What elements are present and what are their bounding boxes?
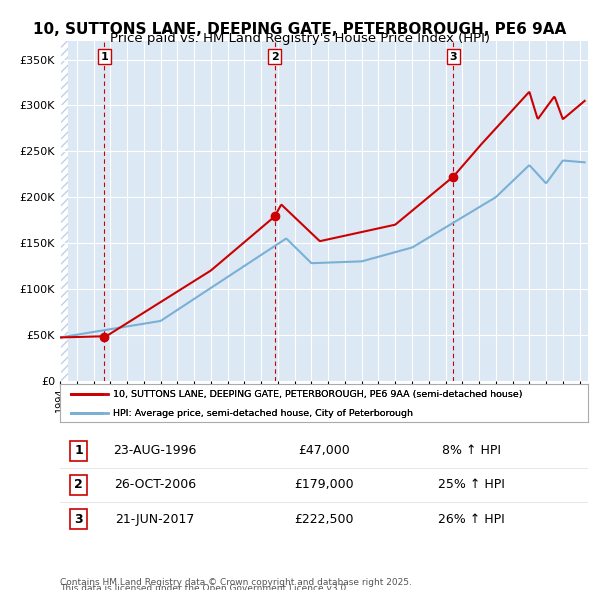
Text: 2: 2 xyxy=(74,478,83,491)
Text: 26% ↑ HPI: 26% ↑ HPI xyxy=(439,513,505,526)
Text: 1: 1 xyxy=(74,444,83,457)
Text: 10, SUTTONS LANE, DEEPING GATE, PETERBOROUGH, PE6 9AA: 10, SUTTONS LANE, DEEPING GATE, PETERBOR… xyxy=(34,22,566,37)
Text: Price paid vs. HM Land Registry's House Price Index (HPI): Price paid vs. HM Land Registry's House … xyxy=(110,32,490,45)
Text: 3: 3 xyxy=(74,513,83,526)
Text: HPI: Average price, semi-detached house, City of Peterborough: HPI: Average price, semi-detached house,… xyxy=(113,409,413,418)
Text: Contains HM Land Registry data © Crown copyright and database right 2025.: Contains HM Land Registry data © Crown c… xyxy=(60,578,412,587)
Text: This data is licensed under the Open Government Licence v3.0.: This data is licensed under the Open Gov… xyxy=(60,584,349,590)
Text: HPI: Average price, semi-detached house, City of Peterborough: HPI: Average price, semi-detached house,… xyxy=(113,409,413,418)
Text: 10, SUTTONS LANE, DEEPING GATE, PETERBOROUGH, PE6 9AA (semi-detached house): 10, SUTTONS LANE, DEEPING GATE, PETERBOR… xyxy=(113,390,522,399)
Text: £179,000: £179,000 xyxy=(294,478,354,491)
Text: 23-AUG-1996: 23-AUG-1996 xyxy=(113,444,197,457)
Text: 8% ↑ HPI: 8% ↑ HPI xyxy=(442,444,502,457)
Text: 21-JUN-2017: 21-JUN-2017 xyxy=(115,513,195,526)
Text: £222,500: £222,500 xyxy=(294,513,354,526)
Text: £47,000: £47,000 xyxy=(298,444,350,457)
Text: 3: 3 xyxy=(449,51,457,61)
Text: 10, SUTTONS LANE, DEEPING GATE, PETERBOROUGH, PE6 9AA (semi-detached house): 10, SUTTONS LANE, DEEPING GATE, PETERBOR… xyxy=(113,390,522,399)
Text: 1: 1 xyxy=(100,51,108,61)
Text: 2: 2 xyxy=(271,51,278,61)
Text: 25% ↑ HPI: 25% ↑ HPI xyxy=(439,478,505,491)
Text: 26-OCT-2006: 26-OCT-2006 xyxy=(114,478,196,491)
